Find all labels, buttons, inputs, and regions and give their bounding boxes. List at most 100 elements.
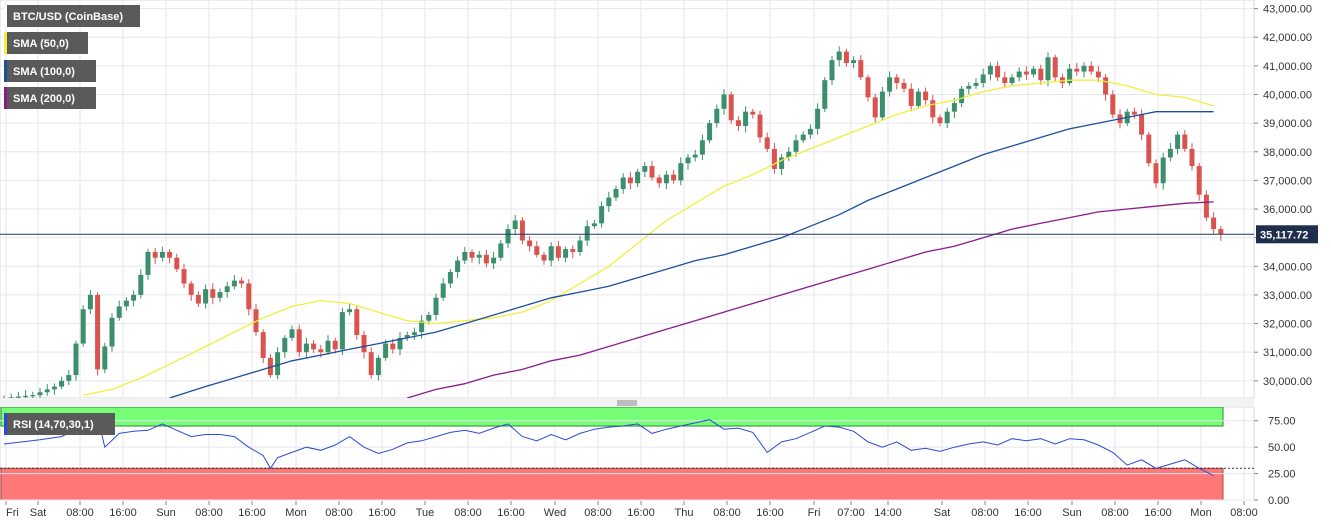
price-plot-area bbox=[0, 0, 1255, 399]
candle-up bbox=[959, 88, 965, 104]
legend-item-2: SMA (100,0) bbox=[4, 60, 96, 82]
candle-down bbox=[1103, 77, 1109, 95]
candle-up bbox=[620, 177, 626, 189]
x-tick-label: 08:00 bbox=[713, 507, 741, 519]
candle-up bbox=[635, 171, 641, 184]
candle-down bbox=[1218, 229, 1224, 235]
last-price-badge bbox=[1256, 225, 1318, 244]
candle-up bbox=[987, 65, 993, 75]
sma-line-3 bbox=[407, 201, 1214, 399]
rsi-legend-label: RSI (14,70,30,1) bbox=[13, 419, 94, 431]
candle-down bbox=[95, 294, 101, 370]
candle-down bbox=[865, 77, 871, 98]
x-tick-label: Mon bbox=[285, 507, 306, 519]
legend-label: SMA (100,0) bbox=[13, 66, 75, 78]
candle-down bbox=[239, 280, 245, 284]
legend-item-0: BTC/USD (CoinBase) bbox=[4, 5, 140, 27]
candle-up bbox=[779, 157, 785, 169]
candle-down bbox=[901, 83, 907, 89]
candle-down bbox=[534, 246, 540, 255]
candle-up bbox=[685, 157, 691, 164]
x-tick-label: Fri bbox=[6, 507, 19, 519]
candle-down bbox=[332, 340, 338, 350]
candle-down bbox=[246, 283, 252, 310]
candle-up bbox=[707, 123, 713, 141]
candle-up bbox=[512, 220, 518, 230]
candle-up bbox=[109, 317, 115, 347]
candle-up bbox=[692, 154, 698, 158]
candle-up bbox=[462, 251, 468, 261]
candle-down bbox=[1203, 194, 1209, 218]
candle-down bbox=[318, 349, 324, 353]
x-tick-label: 16:00 bbox=[238, 507, 266, 519]
candle-up bbox=[30, 395, 36, 397]
candle-up bbox=[786, 151, 792, 158]
legend-item-3: SMA (200,0) bbox=[4, 87, 96, 109]
x-tick-label: Sun bbox=[156, 507, 176, 519]
candle-up bbox=[548, 246, 554, 261]
candle-up bbox=[944, 111, 950, 124]
x-tick-label: Mon bbox=[1190, 507, 1211, 519]
candle-up bbox=[339, 312, 345, 350]
y-tick-label: 40,000.00 bbox=[1263, 89, 1312, 101]
candle-up bbox=[23, 395, 29, 398]
candle-up bbox=[87, 294, 93, 310]
candle-up bbox=[1160, 157, 1166, 184]
candle-up bbox=[1016, 71, 1022, 78]
candlestick-series bbox=[1, 46, 1224, 403]
legend-swatch bbox=[4, 32, 7, 54]
candle-down bbox=[649, 166, 655, 178]
candle-up bbox=[973, 83, 979, 86]
rsi-legend-box bbox=[4, 413, 115, 435]
candle-up bbox=[375, 357, 381, 376]
sma-line-1 bbox=[83, 79, 1214, 396]
candle-up bbox=[851, 60, 857, 63]
rsi-y-tick-label: 0.00 bbox=[1268, 495, 1289, 507]
candle-up bbox=[678, 163, 684, 181]
candle-down bbox=[267, 357, 273, 376]
legend-item-1: SMA (50,0) bbox=[4, 32, 88, 54]
y-tick-label: 43,000.00 bbox=[1263, 4, 1312, 16]
candle-up bbox=[1031, 68, 1037, 75]
candle-down bbox=[152, 251, 158, 258]
candle-down bbox=[728, 94, 734, 121]
candle-up bbox=[203, 289, 209, 304]
candle-down bbox=[1088, 65, 1094, 72]
candle-down bbox=[908, 88, 914, 106]
rsi-y-tick-label: 50.00 bbox=[1268, 442, 1296, 454]
candle-up bbox=[476, 254, 482, 258]
candle-down bbox=[519, 220, 525, 241]
candle-up bbox=[915, 91, 921, 106]
candle-up bbox=[37, 392, 43, 396]
candle-up bbox=[663, 174, 669, 184]
candle-up bbox=[721, 94, 727, 109]
candle-up bbox=[138, 274, 144, 295]
candle-down bbox=[1139, 114, 1145, 135]
candle-down bbox=[354, 309, 360, 336]
x-tick-label: 08:00 bbox=[1101, 507, 1129, 519]
x-tick-label: 16:00 bbox=[627, 507, 655, 519]
candle-up bbox=[613, 188, 619, 198]
candle-down bbox=[771, 148, 777, 169]
candle-up bbox=[15, 396, 21, 398]
candle-down bbox=[195, 294, 201, 304]
sma-line-2 bbox=[169, 111, 1214, 399]
legend-label: BTC/USD (CoinBase) bbox=[13, 11, 123, 23]
legend-box bbox=[4, 5, 140, 27]
candle-down bbox=[311, 343, 317, 350]
candle-down bbox=[995, 65, 1001, 78]
candle-down bbox=[764, 137, 770, 149]
x-tick-label: 16:00 bbox=[1014, 507, 1042, 519]
candle-down bbox=[1038, 68, 1044, 81]
candle-up bbox=[397, 337, 403, 350]
candle-down bbox=[1052, 57, 1058, 78]
candle-up bbox=[491, 257, 497, 264]
candle-up bbox=[822, 80, 828, 109]
candle-down bbox=[858, 60, 864, 78]
candle-up bbox=[383, 343, 389, 358]
candle-down bbox=[570, 249, 576, 252]
candle-down bbox=[656, 177, 662, 184]
candle-up bbox=[325, 340, 331, 353]
